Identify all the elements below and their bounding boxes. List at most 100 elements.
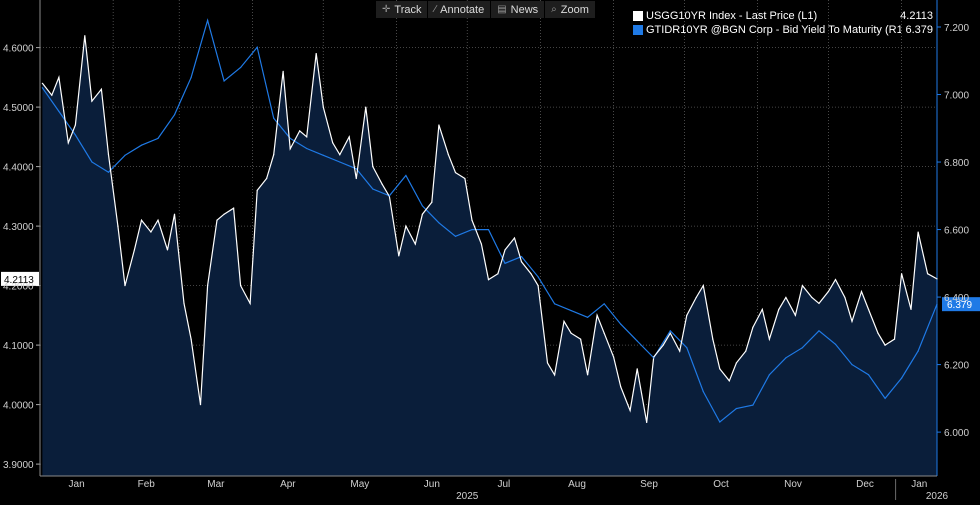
gtidr10yr-point bbox=[686, 347, 688, 349]
gtidr10yr-point bbox=[388, 195, 390, 197]
usgg10yr-point bbox=[811, 296, 813, 299]
usgg10yr-point bbox=[636, 368, 638, 370]
x-tick-label: Jun bbox=[424, 479, 440, 490]
gtidr10yr-point bbox=[735, 407, 737, 410]
last-price-tag-right bbox=[942, 297, 980, 312]
gtidr10yr-point bbox=[587, 316, 589, 318]
gtidr10yr-point bbox=[487, 228, 490, 231]
data-marks bbox=[41, 19, 938, 424]
usgg10yr-area-fill bbox=[42, 35, 937, 476]
gtidr10yr-point bbox=[917, 350, 919, 352]
usgg10yr-point bbox=[365, 106, 367, 108]
gtidr10yr-point bbox=[719, 421, 721, 423]
usgg10yr-point bbox=[266, 177, 268, 180]
x-tick-label: Sep bbox=[640, 479, 658, 490]
legend-series-value: 6.379 bbox=[905, 24, 933, 36]
gtidr10yr-point bbox=[157, 137, 159, 140]
gtidr10yr-point bbox=[537, 276, 539, 278]
usgg10yr-point bbox=[431, 201, 433, 203]
gtidr10yr-point bbox=[173, 114, 176, 116]
tick-labels: Jan Feb Mar Apr May Jun Jul Aug Sep Oct Nov Dec Jan2… bbox=[3, 23, 972, 502]
usgg10yr-point bbox=[117, 225, 119, 227]
usgg10yr-point bbox=[256, 189, 258, 191]
usgg10yr-point bbox=[851, 320, 853, 322]
legend-swatch bbox=[633, 11, 643, 21]
usgg10yr-point bbox=[818, 302, 820, 305]
usgg10yr-point bbox=[173, 213, 176, 215]
usgg10yr-point bbox=[150, 231, 152, 233]
y-right-tick-label: 6.600 bbox=[944, 226, 969, 237]
usgg10yr-point bbox=[752, 326, 754, 328]
usgg10yr-point bbox=[613, 356, 615, 358]
usgg10yr-point bbox=[282, 70, 284, 72]
usgg10yr-point bbox=[686, 314, 688, 316]
gtidr10yr-point bbox=[818, 330, 820, 332]
usgg10yr-point bbox=[100, 88, 102, 90]
usgg10yr-point bbox=[735, 362, 737, 364]
usgg10yr-point bbox=[530, 273, 532, 275]
usgg10yr-point bbox=[216, 219, 218, 221]
x-tick-label: Oct bbox=[713, 479, 729, 490]
gtidr10yr-point bbox=[405, 174, 407, 177]
magnifier-icon: ⌕ bbox=[551, 4, 557, 15]
usgg10yr-point bbox=[653, 356, 655, 358]
usgg10yr-point bbox=[74, 124, 77, 126]
toolbar-news-button[interactable]: ▤ News bbox=[491, 1, 546, 18]
y-left-tick-label: 4.0000 bbox=[3, 401, 34, 412]
usgg10yr-point bbox=[900, 273, 903, 275]
gtidr10yr-point bbox=[702, 391, 704, 393]
gtidr10yr-point bbox=[801, 347, 804, 349]
usgg10yr-point bbox=[910, 308, 912, 310]
usgg10yr-point bbox=[860, 290, 863, 293]
y-right-tick-label: 7.000 bbox=[944, 91, 969, 102]
last-price-tag-left bbox=[1, 271, 39, 286]
usgg10yr-point bbox=[778, 308, 780, 310]
toolbar-zoom-button[interactable]: ⌕ Zoom bbox=[545, 1, 596, 18]
usgg10yr-point bbox=[306, 136, 308, 138]
x-tick-label: Aug bbox=[568, 479, 586, 490]
gtidr10yr-point bbox=[900, 377, 903, 379]
legend-item[interactable]: GTIDR10YR @BGN Corp - Bid Yield To Matur… bbox=[633, 23, 933, 37]
usgg10yr-point bbox=[679, 350, 681, 352]
gtidr10yr-point bbox=[190, 77, 192, 79]
usgg10yr-point bbox=[438, 124, 440, 126]
usgg10yr-point bbox=[877, 332, 879, 334]
gtidr10yr-point bbox=[768, 374, 771, 376]
usgg10yr-point bbox=[299, 130, 301, 132]
usgg10yr-point bbox=[339, 154, 341, 156]
usgg10yr-point bbox=[133, 249, 136, 251]
usgg10yr-point bbox=[372, 166, 374, 168]
usgg10yr-point bbox=[405, 225, 407, 227]
gtidr10yr-point bbox=[553, 303, 556, 305]
toolbar-item-label: Annotate bbox=[440, 3, 485, 16]
toolbar-track-button[interactable]: ✛ Track bbox=[376, 1, 429, 18]
y-left-tick-label: 4.2000 bbox=[3, 282, 34, 293]
legend-item[interactable]: USGG10YR Index - Last Price (L1) 4.2113 bbox=[633, 9, 933, 23]
usgg10yr-point bbox=[199, 404, 202, 406]
last-price-tag-left-label: 4.2113 bbox=[4, 275, 34, 286]
gtidr10yr-point bbox=[438, 222, 440, 224]
usgg10yr-point bbox=[603, 332, 605, 334]
x-tick-label: Jul bbox=[497, 479, 510, 490]
usgg10yr-point bbox=[794, 314, 796, 316]
y-left-tick-label: 3.9000 bbox=[3, 460, 34, 471]
usgg10yr-point bbox=[464, 177, 466, 180]
gtidr10yr-point bbox=[240, 66, 242, 69]
usgg10yr-point bbox=[867, 308, 870, 310]
usgg10yr-point bbox=[315, 52, 317, 55]
gtidr10yr-point bbox=[867, 374, 870, 376]
usgg10yr-point bbox=[414, 243, 416, 245]
pencil-icon: ∕ bbox=[434, 4, 437, 15]
usgg10yr-point bbox=[58, 76, 60, 78]
usgg10yr-point bbox=[421, 213, 424, 215]
y-left-tick-label: 4.4000 bbox=[3, 163, 34, 174]
x-tick-label: Apr bbox=[280, 479, 296, 490]
x-year-label: 2026 bbox=[926, 491, 949, 502]
toolbar-annotate-button[interactable]: ∕ Annotate bbox=[428, 1, 492, 18]
y-left-tick-label: 4.5000 bbox=[3, 103, 34, 114]
usgg10yr-point bbox=[936, 278, 938, 280]
usgg10yr-point bbox=[249, 302, 251, 305]
usgg10yr-point bbox=[761, 308, 763, 310]
usgg10yr-point bbox=[695, 296, 697, 299]
